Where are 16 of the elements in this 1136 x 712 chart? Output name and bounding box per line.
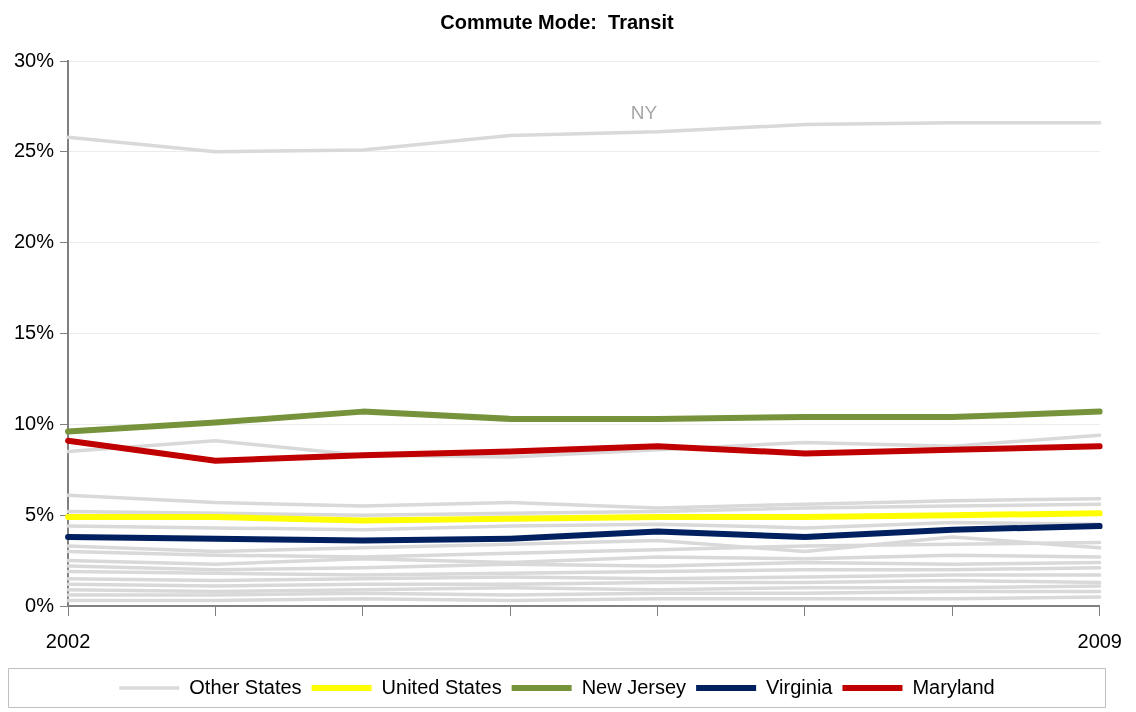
legend-label: United States [381, 675, 502, 698]
legend-label: New Jersey [581, 675, 687, 698]
y-tick-label: 15% [14, 321, 55, 344]
x-tick-label: 2002 [45, 629, 91, 652]
y-tick-label: 5% [25, 502, 55, 525]
y-tick-label: 10% [14, 411, 55, 434]
y-tick-label: 25% [14, 139, 55, 162]
y-tick-label: 0% [25, 593, 55, 616]
legend-label: Virginia [766, 675, 834, 698]
chart-title: Commute Mode: Transit [440, 10, 675, 33]
y-tick-label: 30% [14, 48, 55, 71]
legend-label: Other States [189, 675, 302, 698]
legend-label: Maryland [912, 675, 995, 698]
annotation: NY [630, 102, 658, 124]
y-tick-label: 20% [14, 230, 55, 253]
x-tick-label: 2009 [1077, 629, 1122, 652]
